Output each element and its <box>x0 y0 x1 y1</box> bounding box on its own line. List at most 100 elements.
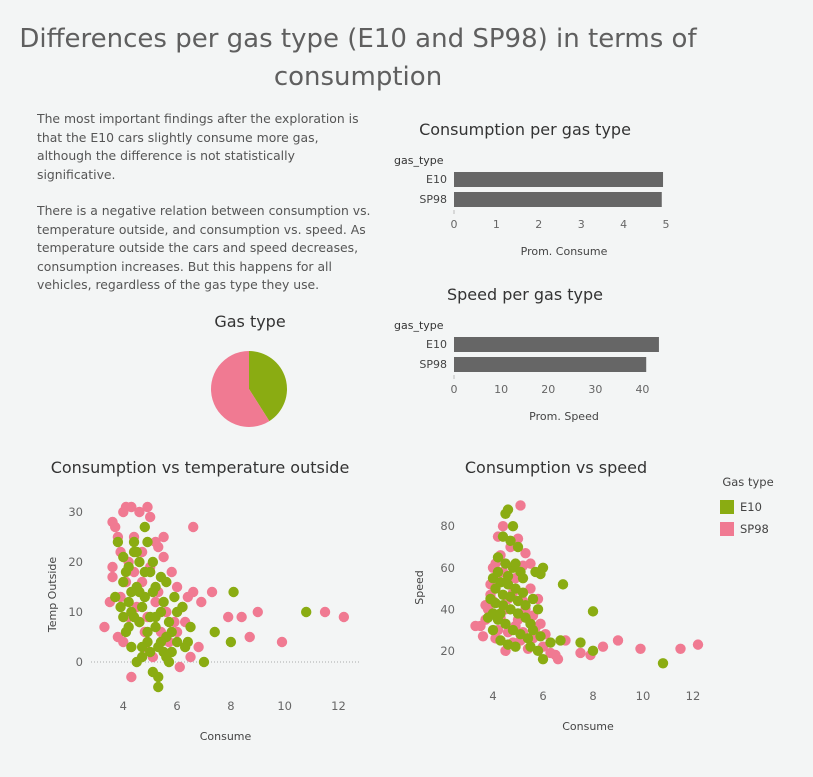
consumption-bar-tick-label: 3 <box>578 218 585 231</box>
temp-scatter-x-axis-label: Consume <box>200 730 252 743</box>
temp-scatter-x-tick-label: 4 <box>120 699 127 713</box>
consumption-bar-tick-label: 4 <box>620 218 627 231</box>
temp-scatter-point-sp98 <box>112 631 124 643</box>
temp-scatter-point-sp98 <box>107 561 118 573</box>
temp-scatter-point-sp98 <box>126 671 137 683</box>
speed-scatter-point-sp98 <box>525 558 536 569</box>
speed-scatter-point-e10 <box>587 606 599 617</box>
temp-scatter-point-e10 <box>136 601 148 613</box>
speed-bar-tick-label: 10 <box>494 383 508 396</box>
speed-scatter-point-sp98 <box>515 500 526 511</box>
consumption-bar-category-label: SP98 <box>419 193 447 206</box>
speed-scatter-point-e10 <box>492 566 504 578</box>
speed-bar-tick-label: 20 <box>541 383 555 396</box>
consumption-bar-tick-label: 5 <box>663 218 670 231</box>
pie-slice-e10 <box>249 351 287 422</box>
speed-bar-bar <box>454 357 647 372</box>
speed-scatter-point-sp98 <box>597 641 609 652</box>
speed-scatter-point-sp98 <box>675 643 686 654</box>
temp-scatter-point-sp98 <box>188 521 199 533</box>
temp-scatter-y-tick-label: 30 <box>68 505 83 519</box>
temp-scatter-point-e10 <box>169 591 180 603</box>
speed-scatter-point-e10 <box>492 552 504 563</box>
temp-scatter-point-e10 <box>144 646 156 658</box>
consumption-bar-tick-label: 0 <box>451 218 458 231</box>
temp-scatter-point-e10 <box>163 616 175 628</box>
temp-scatter-point-sp98 <box>276 636 288 648</box>
consumption-bar-category-label: E10 <box>426 173 447 186</box>
speed-scatter-point-sp98 <box>520 548 531 559</box>
temp-scatter-point-e10 <box>150 611 161 623</box>
speed-bar-category-label: E10 <box>426 338 447 351</box>
temp-scatter-y-tick-label: 0 <box>76 655 83 669</box>
speed-scatter-x-axis-label: Consume <box>562 720 614 733</box>
temp-scatter-point-e10 <box>118 611 129 623</box>
speed-scatter-x-tick-label: 12 <box>686 689 701 703</box>
temp-scatter-point-sp98 <box>174 661 185 673</box>
speed-scatter-point-e10 <box>532 645 544 657</box>
speed-scatter-point-e10 <box>517 587 529 598</box>
temp-scatter-point-sp98 <box>166 566 177 578</box>
speed-scatter-x-tick-label: 4 <box>489 689 496 703</box>
temp-scatter-point-sp98 <box>110 521 121 533</box>
temp-scatter-point-sp98 <box>150 536 161 548</box>
temp-scatter-y-axis-label: Temp Outside <box>46 557 59 634</box>
legend-item-e10[interactable]: E10 <box>712 496 792 518</box>
speed-scatter-point-sp98 <box>692 639 704 650</box>
temp-scatter-point-sp98 <box>158 551 169 563</box>
legend-item-sp98[interactable]: SP98 <box>712 518 792 540</box>
temp-scatter-point-sp98 <box>188 586 199 598</box>
speed-scatter-point-e10 <box>587 645 599 657</box>
temp-scatter-point-sp98 <box>236 611 247 623</box>
legend-swatch-sp98 <box>720 522 734 536</box>
speed-scatter-point-e10 <box>530 566 541 578</box>
temp-scatter-point-e10 <box>166 626 177 638</box>
temp-scatter-point-e10 <box>153 671 164 683</box>
speed-scatter-point-sp98 <box>497 521 509 532</box>
temp-scatter-y-tick-label: 10 <box>68 605 83 619</box>
temp-scatter-title: Consumption vs temperature outside <box>50 458 350 477</box>
temp-scatter-point-e10 <box>118 551 129 563</box>
temp-scatter-point-e10 <box>123 561 134 573</box>
description-paragraph-2: There is a negative relation between con… <box>37 203 371 292</box>
speed-scatter-y-tick-label: 40 <box>440 602 455 616</box>
temp-scatter-point-e10 <box>150 581 161 593</box>
speed-bar-tick-label: 30 <box>588 383 602 396</box>
speed-scatter-chart: 20 40 60 80 4 6 8 10 12 Consume Speed <box>413 500 704 733</box>
gas-pie-chart <box>211 351 287 427</box>
speed-scatter-point-sp98 <box>612 635 624 646</box>
legend: Gas type E10 SP98 <box>712 474 792 540</box>
temp-scatter-point-e10 <box>228 586 239 598</box>
speed-scatter-point-e10 <box>510 641 521 652</box>
temp-scatter-point-e10 <box>171 636 183 648</box>
temp-scatter-x-tick-label: 6 <box>173 699 180 713</box>
temp-scatter-point-e10 <box>185 621 196 633</box>
temp-scatter-point-e10 <box>301 606 312 618</box>
speed-scatter-point-sp98 <box>635 643 646 654</box>
speed-bar-chart: gas_type E10 SP98 0 10 20 30 40 Prom. Speed <box>394 319 659 423</box>
description-paragraph-1: The most important findings after the ex… <box>37 111 359 182</box>
temp-scatter-y-tick-label: 20 <box>68 555 83 569</box>
speed-scatter-point-sp98 <box>550 649 561 661</box>
temp-scatter-point-e10 <box>128 536 140 548</box>
speed-scatter-point-e10 <box>537 653 549 665</box>
temp-scatter-point-e10 <box>126 586 137 598</box>
legend-swatch-e10 <box>720 500 734 514</box>
temp-scatter-point-e10 <box>182 636 194 648</box>
speed-scatter-point-e10 <box>532 604 544 615</box>
temp-scatter-point-e10 <box>134 586 145 598</box>
temp-scatter-point-sp98 <box>244 631 255 643</box>
speed-scatter-point-e10 <box>495 608 506 619</box>
temp-scatter-point-e10 <box>123 596 134 608</box>
speed-scatter-point-sp98 <box>477 631 489 642</box>
speed-scatter-point-e10 <box>535 631 546 642</box>
temp-scatter-point-e10 <box>161 576 172 588</box>
temp-scatter-point-e10 <box>171 606 183 618</box>
page-title-line2: consumption <box>273 62 443 92</box>
page-title: Differences per gas type (E10 and SP98) … <box>0 20 716 96</box>
temp-scatter-point-e10 <box>155 636 167 648</box>
speed-scatter-point-e10 <box>500 618 511 630</box>
speed-scatter-y-axis-label: Speed <box>413 570 426 604</box>
speed-scatter-point-e10 <box>502 570 514 582</box>
pie-slice-sp98 <box>211 351 270 427</box>
